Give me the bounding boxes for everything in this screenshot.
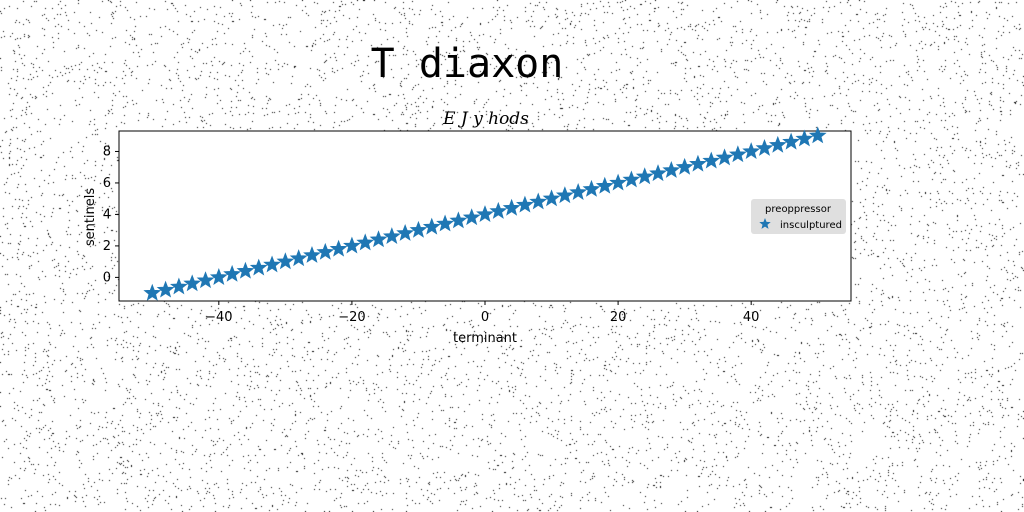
figure-suptitle: T diaxon — [370, 41, 564, 87]
data-point — [476, 205, 494, 222]
y-tick-label: 0 — [103, 270, 111, 285]
data-point — [316, 242, 335, 260]
data-point — [768, 135, 787, 153]
data-point — [715, 148, 734, 166]
x-tick-label: −20 — [338, 310, 365, 325]
data-point — [516, 195, 534, 213]
x-tick-label: −40 — [205, 310, 232, 325]
data-point — [356, 233, 375, 251]
data-point — [755, 138, 774, 156]
data-point — [369, 230, 388, 248]
data-point — [782, 132, 800, 150]
data-point — [289, 249, 308, 267]
legend-label-insculptured: insculptured — [780, 220, 842, 231]
data-point — [343, 236, 361, 254]
x-axis: −40 −20 0 20 40 — [205, 301, 759, 325]
data-point — [276, 252, 295, 270]
data-point — [263, 255, 281, 273]
data-point — [795, 129, 814, 147]
data-point — [436, 214, 454, 232]
x-tick-label: 0 — [481, 310, 489, 325]
legend-box — [751, 199, 846, 234]
data-point — [542, 189, 561, 207]
data-point — [449, 211, 468, 229]
data-point — [582, 179, 601, 197]
data-series-insculptured — [143, 126, 827, 301]
y-tick-label: 2 — [103, 239, 111, 254]
data-point — [622, 170, 641, 188]
data-point — [382, 227, 401, 245]
data-point — [170, 277, 188, 295]
y-axis-label: sentinels — [83, 188, 98, 247]
data-point — [223, 264, 242, 282]
data-point — [675, 157, 694, 175]
data-point — [196, 271, 215, 289]
x-tick-label: 20 — [610, 310, 627, 325]
data-point — [502, 198, 521, 216]
data-point — [462, 208, 481, 226]
data-point — [209, 268, 228, 285]
data-point — [689, 154, 707, 172]
data-point — [236, 261, 255, 279]
y-axis: 0 2 4 6 8 — [103, 144, 119, 285]
data-point — [595, 176, 614, 194]
data-point — [555, 186, 574, 204]
plot-area — [118, 130, 852, 302]
data-point — [609, 173, 627, 191]
data-point — [649, 164, 667, 182]
data-point — [249, 258, 268, 276]
data-point — [396, 223, 415, 241]
data-point — [742, 142, 761, 160]
data-point — [529, 192, 548, 210]
data-point — [635, 167, 654, 185]
data-point — [303, 246, 321, 263]
data-point — [662, 161, 681, 178]
data-point — [183, 274, 202, 292]
y-tick-label: 6 — [103, 176, 111, 191]
data-point — [489, 201, 508, 219]
data-point — [728, 145, 747, 163]
data-point — [808, 126, 827, 144]
legend-title: preoppressor — [765, 204, 832, 215]
data-point — [143, 283, 162, 301]
data-point — [409, 220, 428, 238]
y-tick-label: 8 — [103, 144, 111, 159]
x-axis-label: terminant — [453, 331, 517, 346]
y-tick-label: 4 — [103, 207, 111, 222]
data-point — [156, 280, 175, 298]
data-point — [329, 239, 348, 257]
data-point — [422, 217, 441, 235]
x-tick-label: 40 — [743, 310, 760, 325]
plot-title: E J y hods — [442, 109, 529, 129]
data-point — [702, 151, 721, 169]
legend: preoppressor insculptured — [751, 199, 846, 234]
legend-star-marker — [759, 218, 771, 229]
data-point — [569, 183, 588, 200]
